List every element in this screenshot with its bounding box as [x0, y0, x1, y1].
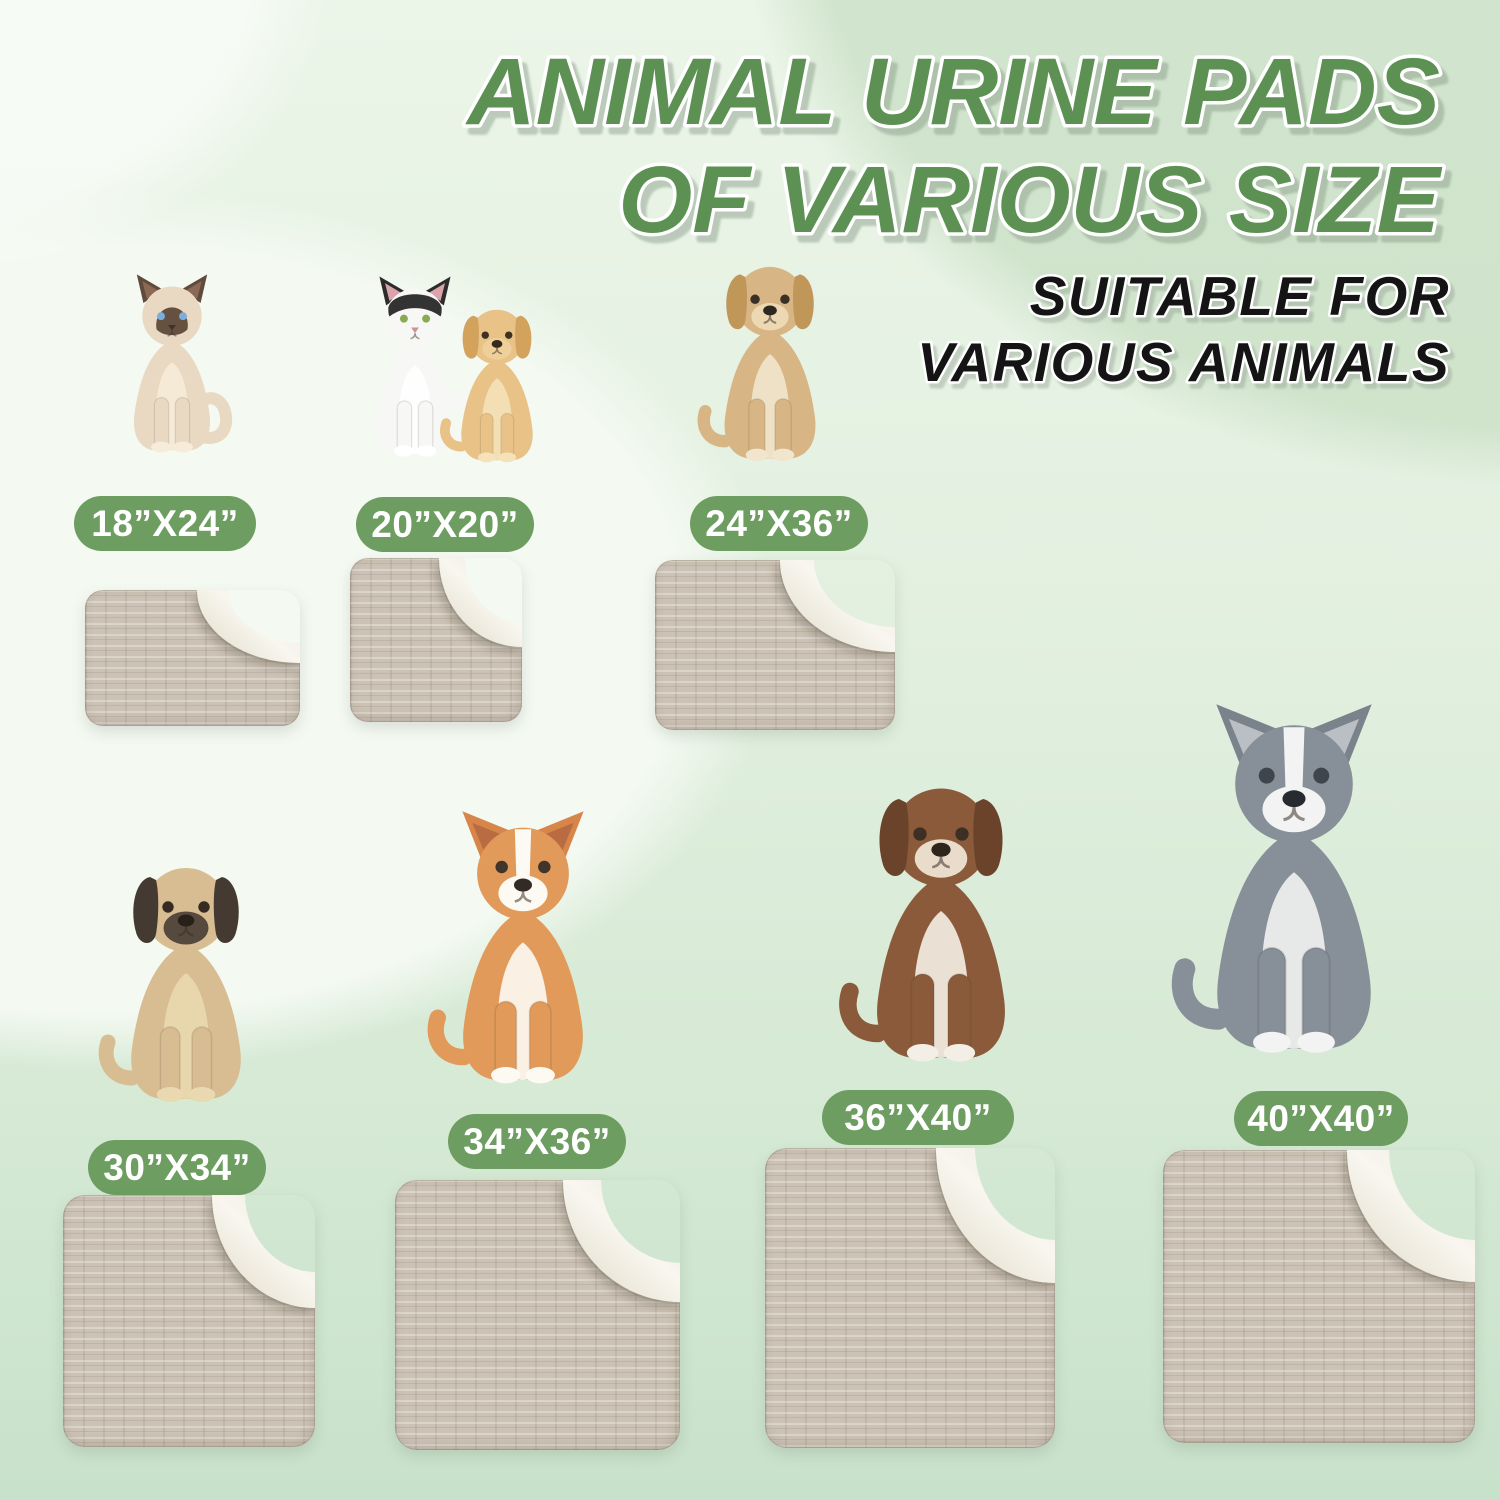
labrador-puppy-photo	[438, 298, 556, 474]
size-badge-34x36: 34”X36”	[448, 1114, 626, 1169]
pad-illustration-24x36	[655, 560, 895, 730]
title-line-2: OF VARIOUS SIZE	[618, 147, 1442, 253]
pad-corner-cut	[227, 590, 300, 644]
title-line-1: ANIMAL URINE PADS	[465, 39, 1440, 145]
pad-illustration-18x24	[85, 590, 300, 726]
page-title: ANIMAL URINE PADS OF VARIOUS SIZE	[462, 36, 1447, 257]
pad-illustration-34x36	[395, 1180, 680, 1450]
pug-photo	[96, 850, 276, 1120]
husky-photo	[1168, 700, 1420, 1078]
size-badge-20x20: 20”X20”	[356, 497, 534, 552]
pad-illustration-36x40	[765, 1148, 1055, 1448]
pad-illustration-40x40	[1163, 1150, 1475, 1443]
siamese-cat-photo	[106, 270, 238, 468]
size-badge-36x40: 36”X40”	[822, 1090, 1014, 1145]
corgi-photo	[424, 808, 622, 1103]
pad-illustration-20x20	[350, 558, 522, 722]
size-badge-18x24: 18”X24”	[74, 496, 256, 551]
australian-shepherd-photo	[836, 766, 1046, 1084]
size-badge-24x36: 24”X36”	[690, 496, 868, 551]
size-badge-40x40: 40”X40”	[1234, 1091, 1408, 1146]
page-subtitle: SUITABLE FOR VARIOUS ANIMALS	[915, 263, 1451, 396]
pad-corner-cut	[1388, 1150, 1475, 1240]
subtitle-line-1: SUITABLE FOR	[1030, 265, 1450, 327]
pad-illustration-30x34	[63, 1195, 315, 1447]
subtitle-line-2: VARIOUS ANIMALS	[917, 331, 1450, 393]
tan-dog-photo	[695, 252, 845, 476]
size-badge-30x34: 30”X34”	[88, 1140, 266, 1195]
